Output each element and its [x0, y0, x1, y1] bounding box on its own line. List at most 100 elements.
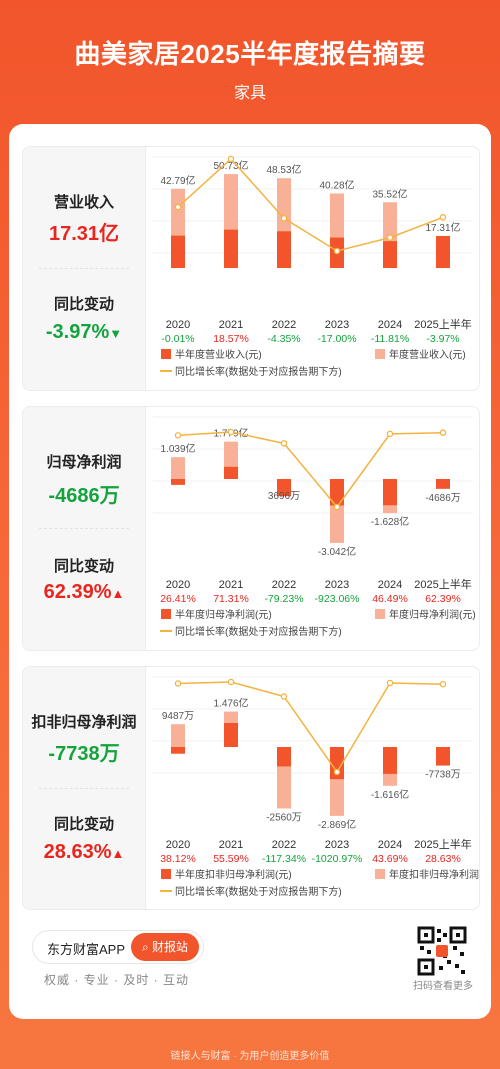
growth-point	[280, 440, 288, 447]
annual-bar	[171, 457, 185, 479]
growth-label: -4.35%	[267, 333, 300, 345]
half-year-bar	[224, 229, 238, 268]
deducted-net-profit-summary-panel: 扣非归母净利润 -7738万 同比变动 28.63%▲	[23, 667, 146, 909]
value-label: -1.628亿	[371, 515, 409, 528]
panel-divider	[39, 788, 129, 789]
x-tick-label: 2022	[272, 839, 296, 851]
value-label: 42.79亿	[160, 174, 195, 187]
net-profit-card: 归母净利润 -4686万 同比变动 62.39%▲ 1.039亿1.779亿36…	[22, 406, 480, 651]
half-year-bar	[224, 466, 238, 479]
net-profit-summary-panel: 归母净利润 -4686万 同比变动 62.39%▲	[23, 407, 146, 650]
metric-value: -7738万	[48, 743, 120, 765]
half-year-bar	[383, 479, 397, 506]
half-year-bar	[436, 747, 450, 766]
report-station-label: 财报站	[152, 940, 189, 954]
growth-point	[333, 503, 341, 511]
growth-label: -1020.97%	[312, 853, 363, 865]
legend-label-growth: 同比增长率(数据处于对应报告期下方)	[175, 365, 342, 378]
value-label: -4686万	[425, 493, 461, 504]
change-value: 62.39%	[43, 581, 112, 603]
value-label: -1.616亿	[371, 788, 409, 801]
change-value-row: 28.63%▲	[23, 841, 145, 864]
metric-label: 营业收入	[53, 194, 114, 211]
value-label: 35.52亿	[372, 187, 407, 200]
metric-value: -4686万	[48, 485, 120, 507]
search-icon: ⌕	[141, 940, 149, 954]
growth-point	[333, 247, 341, 255]
value-label: -2.869亿	[318, 818, 356, 831]
change-label: 同比变动	[53, 558, 114, 575]
legend-swatch-annual	[375, 869, 385, 879]
qr-code-icon[interactable]	[417, 926, 467, 976]
growth-point	[439, 214, 447, 221]
footer-promo: 东方财富APP ⌕ 财报站 权威 · 专业 · 及时 · 互动 扫码查看更多	[22, 920, 478, 1000]
half-year-bar	[330, 747, 344, 780]
x-tick-label: 2023	[325, 839, 349, 851]
growth-point	[174, 680, 182, 687]
app-name: 东方财富APP	[47, 942, 126, 957]
x-tick-label: 2022	[272, 319, 296, 331]
value-label: -2560万	[266, 812, 302, 823]
x-tick-label: 2025上半年	[414, 837, 471, 851]
value-label: 1.476亿	[213, 697, 248, 710]
change-label: 同比变动	[53, 816, 114, 833]
growth-point	[227, 678, 235, 686]
x-tick-label: 2020	[166, 839, 190, 851]
growth-point	[280, 215, 288, 222]
half-year-bar	[224, 723, 238, 747]
legend-swatch-half	[161, 869, 171, 879]
panel-divider	[39, 268, 129, 269]
growth-point	[174, 432, 182, 439]
report-station-button[interactable]: ⌕ 财报站	[131, 933, 199, 961]
x-tick-label: 2020	[166, 319, 190, 331]
growth-label: 18.57%	[213, 333, 249, 345]
x-tick-label: 2020	[166, 579, 190, 591]
growth-label: 26.41%	[160, 593, 196, 605]
revenue-summary-panel: 营业收入 17.31亿 同比变动 -3.97%▼	[23, 147, 146, 390]
growth-point	[333, 768, 341, 776]
legend-swatch-half	[161, 349, 171, 359]
growth-label: -0.01%	[161, 333, 194, 345]
growth-point	[227, 428, 235, 436]
half-year-bar	[436, 479, 450, 489]
legend-swatch-half	[161, 609, 171, 619]
change-value: 28.63%	[43, 841, 112, 863]
x-tick-label: 2023	[325, 579, 349, 591]
half-year-bar	[171, 479, 185, 485]
growth-label: -79.23%	[264, 593, 303, 605]
legend-swatch-annual	[375, 609, 385, 619]
x-tick-label: 2022	[272, 579, 296, 591]
growth-line	[177, 157, 444, 252]
half-year-bar	[383, 241, 397, 268]
industry-subtitle: 家具	[233, 85, 266, 102]
page-title: 曲美家居2025半年度报告摘要	[74, 39, 426, 69]
growth-point	[386, 234, 394, 241]
half-year-bar	[330, 479, 344, 506]
footer-slogan: 链接人与财富 · 为用户创造更多价值	[170, 1051, 330, 1062]
change-value: -3.97%	[45, 321, 110, 343]
arrow-up-icon: ▲	[111, 586, 125, 601]
growth-label: 46.49%	[372, 593, 408, 605]
half-year-bar	[171, 747, 185, 754]
panel-divider	[39, 528, 129, 529]
x-tick-label: 2021	[219, 579, 243, 591]
half-year-bar	[277, 747, 291, 767]
deducted-net-profit-chart: 9487万 1.476亿 -2560万 -2.869亿 -1.616亿 -7738万 202…	[153, 676, 479, 898]
legend-label-annual: 年度归母净利润(元)	[389, 608, 476, 621]
value-label: 48.53亿	[266, 163, 301, 176]
growth-label: 38.12%	[160, 853, 196, 865]
legend-swatch-annual	[375, 349, 385, 359]
change-value-row: -3.97%▼	[23, 321, 145, 344]
half-year-bar	[277, 231, 291, 268]
value-label: 3696万	[268, 491, 300, 502]
metric-label: 扣非归母净利润	[31, 714, 137, 731]
x-tick-label: 2021	[219, 839, 243, 851]
growth-label: -3.97%	[426, 333, 459, 345]
x-tick-label: 2024	[378, 839, 402, 851]
growth-line	[177, 681, 444, 774]
legend-label-growth: 同比增长率(数据处于对应报告期下方)	[175, 885, 342, 898]
net-profit-chart: 1.039亿1.779亿3696万-3.042亿-1.628亿-4686万202…	[153, 416, 476, 638]
x-tick-label: 2025上半年	[414, 577, 471, 591]
app-download-pill[interactable]: 东方财富APP ⌕ 财报站	[32, 930, 204, 964]
